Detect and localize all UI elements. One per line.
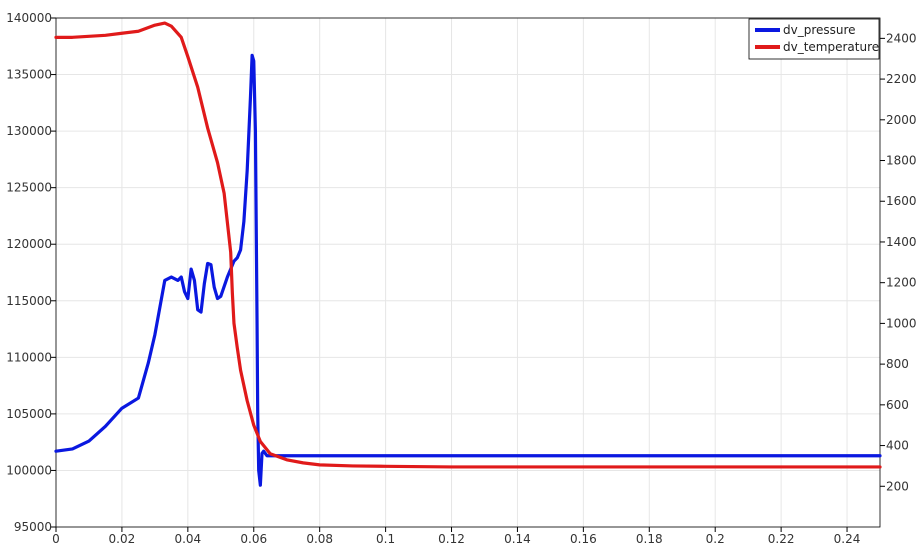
series-layer [54, 21, 882, 487]
x-tick-label: 0.12 [438, 532, 465, 546]
y-axis-right: 200 400 600 800 1000 1200 1400 1600 1800 2000 2200… [880, 31, 917, 493]
x-tick-label: 0.08 [306, 532, 333, 546]
y-left-tick-label: 135000 [6, 68, 52, 82]
x-axis: 0 0.02 0.04 0.06 0.08 0.1 0.12 0.14 0.16 0.18 0.2 0… [52, 527, 860, 546]
x-tick-label: 0.1 [376, 532, 395, 546]
y-right-tick-label: 1200 [886, 276, 917, 290]
y-axis-left: 95000 100000 105000 110000 115000 120000 12500… [6, 11, 56, 534]
y-right-tick-label: 800 [886, 357, 909, 371]
y-left-tick-label: 110000 [6, 350, 52, 364]
x-tick-label: 0.06 [240, 532, 267, 546]
series-line-dv-temperature [54, 21, 882, 469]
x-tick-label: 0.24 [834, 532, 861, 546]
y-right-tick-label: 2000 [886, 113, 917, 127]
legend-label: dv_temperature [783, 40, 879, 54]
y-left-tick-label: 125000 [6, 181, 52, 195]
y-right-tick-label: 2200 [886, 72, 917, 86]
x-tick-label: 0.16 [570, 532, 597, 546]
y-right-tick-label: 600 [886, 398, 909, 412]
y-left-tick-label: 120000 [6, 237, 52, 251]
series-line-dv-pressure [54, 53, 882, 487]
y-left-tick-label: 115000 [6, 294, 52, 308]
y-right-tick-label: 2400 [886, 31, 917, 45]
y-right-tick-label: 1600 [886, 194, 917, 208]
y-right-tick-label: 1800 [886, 154, 917, 168]
y-left-tick-label: 140000 [6, 11, 52, 25]
x-tick-label: 0.18 [636, 532, 663, 546]
legend: dv_pressure dv_temperature [748, 18, 880, 60]
y-right-tick-label: 200 [886, 479, 909, 493]
legend-box [748, 18, 880, 60]
x-tick-label: 0.2 [706, 532, 725, 546]
x-tick-label: 0.14 [504, 532, 531, 546]
x-tick-label: 0.02 [109, 532, 136, 546]
y-right-tick-label: 400 [886, 439, 909, 453]
y-left-tick-label: 105000 [6, 407, 52, 421]
plot-area-border [55, 17, 881, 528]
y-left-tick-label: 130000 [6, 124, 52, 138]
x-tick-label: 0.04 [174, 532, 201, 546]
y-right-tick-label: 1000 [886, 316, 917, 330]
y-left-tick-label: 100000 [6, 463, 52, 477]
y-left-tick-label: 95000 [14, 520, 52, 534]
x-tick-label: 0 [52, 532, 60, 546]
y-right-tick-label: 1400 [886, 235, 917, 249]
legend-label: dv_pressure [783, 23, 856, 37]
grid-vertical [55, 18, 848, 527]
x-tick-label: 0.22 [768, 532, 795, 546]
